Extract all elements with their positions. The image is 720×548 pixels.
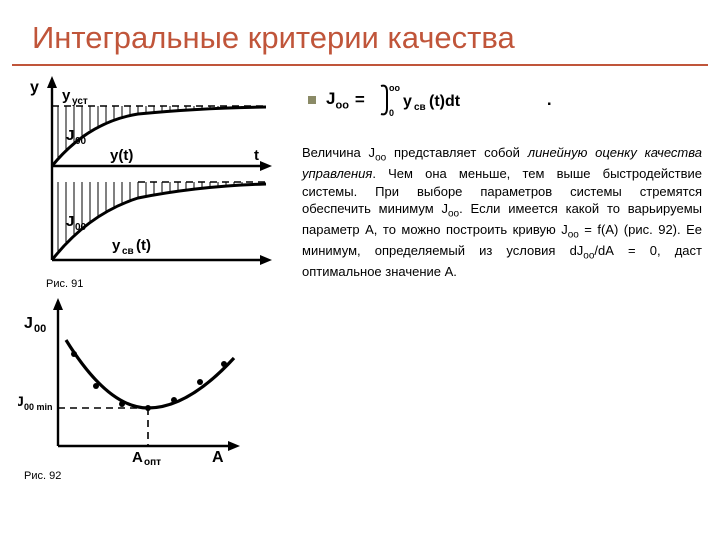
svg-text:у: у — [30, 79, 39, 96]
svg-text:у(t): у(t) — [110, 147, 133, 164]
svg-text:J: J — [66, 213, 74, 230]
body-paragraph: Величина Jоо представляет собой линейную… — [302, 144, 702, 281]
content-area: J 00 J 00 у у уст у(t) t у св (t) Рис. 9… — [0, 66, 720, 488]
svg-text:0: 0 — [389, 108, 394, 118]
figure-92-graph: J 00 J 00 min А опт А — [18, 296, 248, 466]
svg-text:00: 00 — [75, 136, 87, 147]
svg-text:у: у — [112, 237, 121, 254]
svg-text:(t)dt: (t)dt — [429, 93, 461, 110]
figure-91-caption: Рис. 91 — [46, 278, 288, 290]
formula-period: . — [547, 90, 552, 110]
svg-text:опт: опт — [144, 457, 161, 466]
svg-text:00: 00 — [34, 323, 46, 335]
title-bar: Интегральные критерии качества — [12, 8, 708, 66]
svg-text:y: y — [403, 93, 412, 110]
svg-text:J: J — [24, 315, 33, 332]
bullet-icon — [308, 96, 316, 104]
svg-text:(t): (t) — [136, 237, 151, 254]
svg-text:уст: уст — [72, 96, 88, 107]
formula-row: Jоо = оо 0 y св (t)dt . — [302, 82, 702, 118]
svg-text:t: t — [254, 147, 259, 164]
figure-92-caption: Рис. 92 — [24, 470, 288, 482]
page-title: Интегральные критерии качества — [32, 20, 688, 56]
formula-equals: = — [355, 90, 365, 110]
svg-text:J: J — [66, 127, 74, 144]
figures-column: J 00 J 00 у у уст у(t) t у св (t) Рис. 9… — [18, 74, 288, 488]
svg-text:у: у — [62, 87, 71, 104]
formula-lhs: Jоо — [326, 89, 349, 111]
svg-text:св: св — [122, 246, 134, 257]
integral-icon: оо 0 y св (t)dt — [371, 82, 481, 118]
svg-text:00: 00 — [75, 222, 87, 233]
svg-text:А: А — [212, 449, 224, 466]
svg-text:св: св — [414, 102, 426, 113]
svg-text:J: J — [18, 393, 24, 409]
text-column: Jоо = оо 0 y св (t)dt . Величина Jоо пре… — [302, 74, 702, 488]
svg-text:оо: оо — [389, 83, 400, 93]
figure-91-graph: J 00 J 00 у у уст у(t) t у св (t) — [18, 74, 278, 274]
integral-formula: Jоо = оо 0 y св (t)dt . — [326, 82, 552, 118]
svg-text:А: А — [132, 449, 143, 466]
svg-text:00 min: 00 min — [24, 402, 53, 412]
